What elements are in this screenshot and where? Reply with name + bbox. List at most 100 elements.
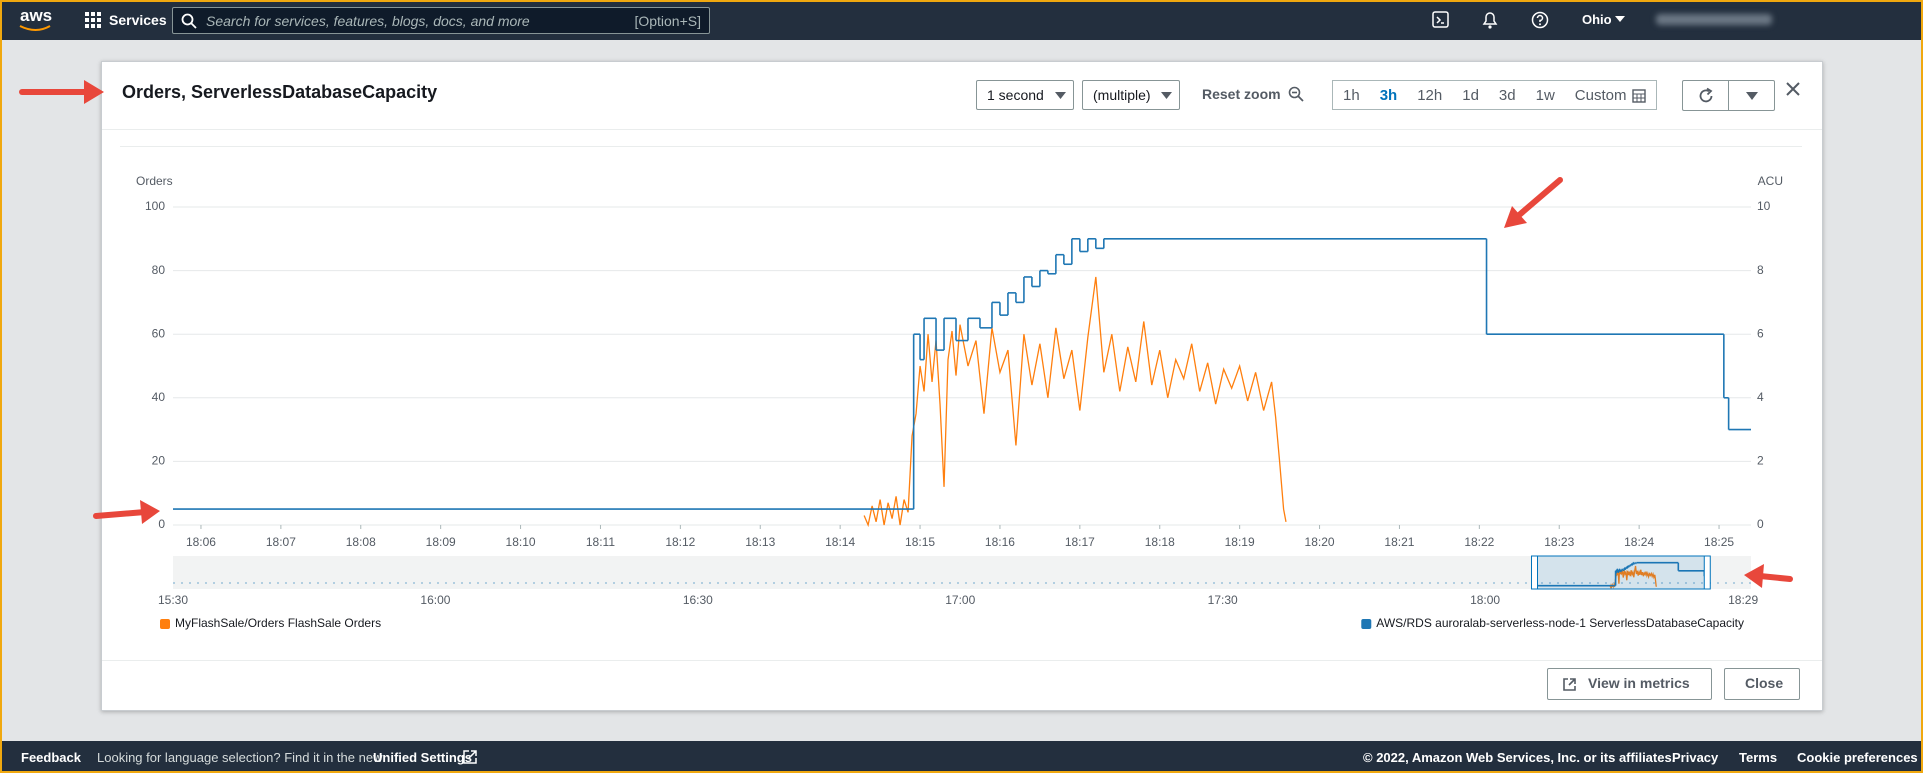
x-tick-label: 18:22 (1464, 535, 1494, 549)
chart-divider (120, 146, 1802, 147)
x-tick-label: 18:12 (665, 535, 695, 549)
arrowhead (140, 500, 160, 524)
external-icon (1563, 678, 1576, 691)
calendar-icon (1632, 89, 1647, 103)
statistic-value: (multiple) (1093, 87, 1151, 103)
navigator-tick-label: 18:00 (1470, 593, 1500, 607)
time-range-option[interactable]: 1w (1526, 81, 1565, 109)
console-footer: Feedback Looking for language selection?… (0, 741, 1923, 773)
reset-zoom[interactable]: Reset zoom (1202, 86, 1281, 102)
refresh-button[interactable] (1682, 80, 1729, 111)
y-tick-label: 80 (152, 263, 166, 277)
arrow (93, 509, 148, 519)
y2-tick-label: 6 (1757, 326, 1764, 340)
services-icon (85, 12, 101, 28)
period-value: 1 second (987, 87, 1044, 103)
search-box[interactable]: Search for services, features, blogs, do… (172, 7, 710, 34)
legend-swatch (160, 619, 170, 629)
time-range-label: 1w (1535, 87, 1555, 104)
caret (1161, 92, 1172, 99)
external-icon (463, 750, 477, 764)
time-range-option[interactable]: Custom (1565, 81, 1657, 109)
feedback-link[interactable]: Feedback (21, 750, 81, 765)
x-tick-label: 18:08 (346, 535, 376, 549)
view-in-metrics-label: View in metrics (1588, 675, 1690, 691)
time-range-option[interactable]: 3d (1489, 81, 1526, 109)
navigator-selection (1534, 555, 1708, 590)
statistic-dropdown[interactable]: (multiple) (1082, 80, 1180, 110)
view-in-metrics-button[interactable]: View in metrics (1547, 668, 1712, 700)
time-range-option[interactable]: 1h (1333, 81, 1370, 109)
terms-link[interactable]: Terms (1739, 750, 1778, 765)
x-tick-label: 18:10 (506, 535, 536, 549)
time-range-option[interactable]: 1d (1452, 81, 1489, 109)
unified-settings-link[interactable]: Unified Settings (373, 750, 472, 765)
logo-smile (19, 25, 51, 31)
x-tick-label: 18:07 (266, 535, 296, 549)
series-step-riser (912, 238, 1730, 510)
close-icon[interactable] (1785, 81, 1801, 97)
refresh-options[interactable] (1728, 80, 1775, 111)
widget-modal: Orders, ServerlessDatabaseCapacity (101, 61, 1823, 711)
arrowhead (1504, 206, 1527, 228)
account-blurred[interactable] (1656, 14, 1772, 25)
services-menu[interactable]: Services (109, 12, 167, 28)
footer-divider (102, 660, 1822, 661)
time-range-label: 1d (1462, 87, 1479, 104)
y2-tick-label: 4 (1757, 390, 1764, 404)
x-tick-label: 18:20 (1305, 535, 1335, 549)
privacy-link[interactable]: Privacy (1672, 750, 1719, 765)
x-tick-label: 18:17 (1065, 535, 1095, 549)
x-tick-label: 18:16 (985, 535, 1015, 549)
arrowhead (84, 80, 104, 104)
x-tick-label: 18:21 (1384, 535, 1414, 549)
y2-tick-label: 10 (1757, 199, 1771, 213)
y2-tick-label: 8 (1757, 263, 1764, 277)
help-icon[interactable] (1531, 11, 1549, 29)
y-tick-label: 100 (145, 199, 165, 213)
x-tick-label: 18:11 (586, 535, 615, 549)
close-button[interactable]: Close (1724, 668, 1800, 700)
x-tick-label: 18:25 (1704, 535, 1734, 549)
time-range-option[interactable]: 12h (1407, 81, 1452, 109)
x-tick-label: 18:14 (825, 535, 855, 549)
y-tick-label: 20 (152, 454, 166, 468)
y-tick-label: 40 (152, 390, 166, 404)
close-label: Close (1745, 675, 1784, 691)
region-selector[interactable]: Ohio (1582, 12, 1612, 27)
copyright: © 2022, Amazon Web Services, Inc. or its… (1363, 750, 1676, 765)
search-placeholder: Search for services, features, blogs, do… (206, 13, 530, 29)
time-range-label: 12h (1417, 87, 1443, 104)
x-tick-label: 18:15 (905, 535, 935, 549)
x-tick-label: 18:19 (1225, 535, 1255, 549)
arrowhead (1744, 564, 1764, 588)
y2-axis-title: ACU (1758, 174, 1783, 188)
navigator-tick-label: 17:30 (1208, 593, 1238, 607)
top-navigation: aws Services Search for services, featur… (0, 0, 1923, 40)
time-range-label: 1h (1343, 87, 1360, 104)
navigator-background (173, 556, 1751, 589)
legend-label: AWS/RDS auroralab-serverless-node-1 Serv… (1376, 616, 1744, 630)
navigator-handle (1703, 555, 1711, 590)
legend-swatch (1361, 619, 1372, 629)
period-dropdown[interactable]: 1 second (976, 80, 1074, 110)
region-caret (1615, 16, 1625, 22)
x-tick-label: 18:24 (1624, 535, 1654, 549)
time-range-option[interactable]: 3h (1370, 81, 1408, 109)
zoom-out-icon (1288, 86, 1304, 102)
navigator-tick-label: 18:29 (1728, 593, 1758, 607)
series-line (863, 276, 1287, 528)
y-tick-label: 60 (152, 326, 166, 340)
x-tick-label: 18:13 (745, 535, 775, 549)
aws-logo[interactable]: aws (20, 6, 53, 25)
legend-label: MyFlashSale/Orders FlashSale Orders (175, 616, 381, 630)
cookie-preferences-link[interactable]: Cookie preferences (1797, 750, 1918, 765)
language-note: Looking for language selection? Find it … (97, 750, 383, 765)
header-divider (102, 129, 1822, 130)
search-shortcut: [Option+S] (634, 13, 701, 29)
x-tick-label: 18:09 (426, 535, 456, 549)
cloudshell-icon[interactable] (1432, 11, 1450, 29)
notifications-icon[interactable] (1481, 10, 1499, 30)
navigator-tick-label: 17:00 (945, 593, 975, 607)
y-axis-title: Orders (136, 174, 173, 188)
